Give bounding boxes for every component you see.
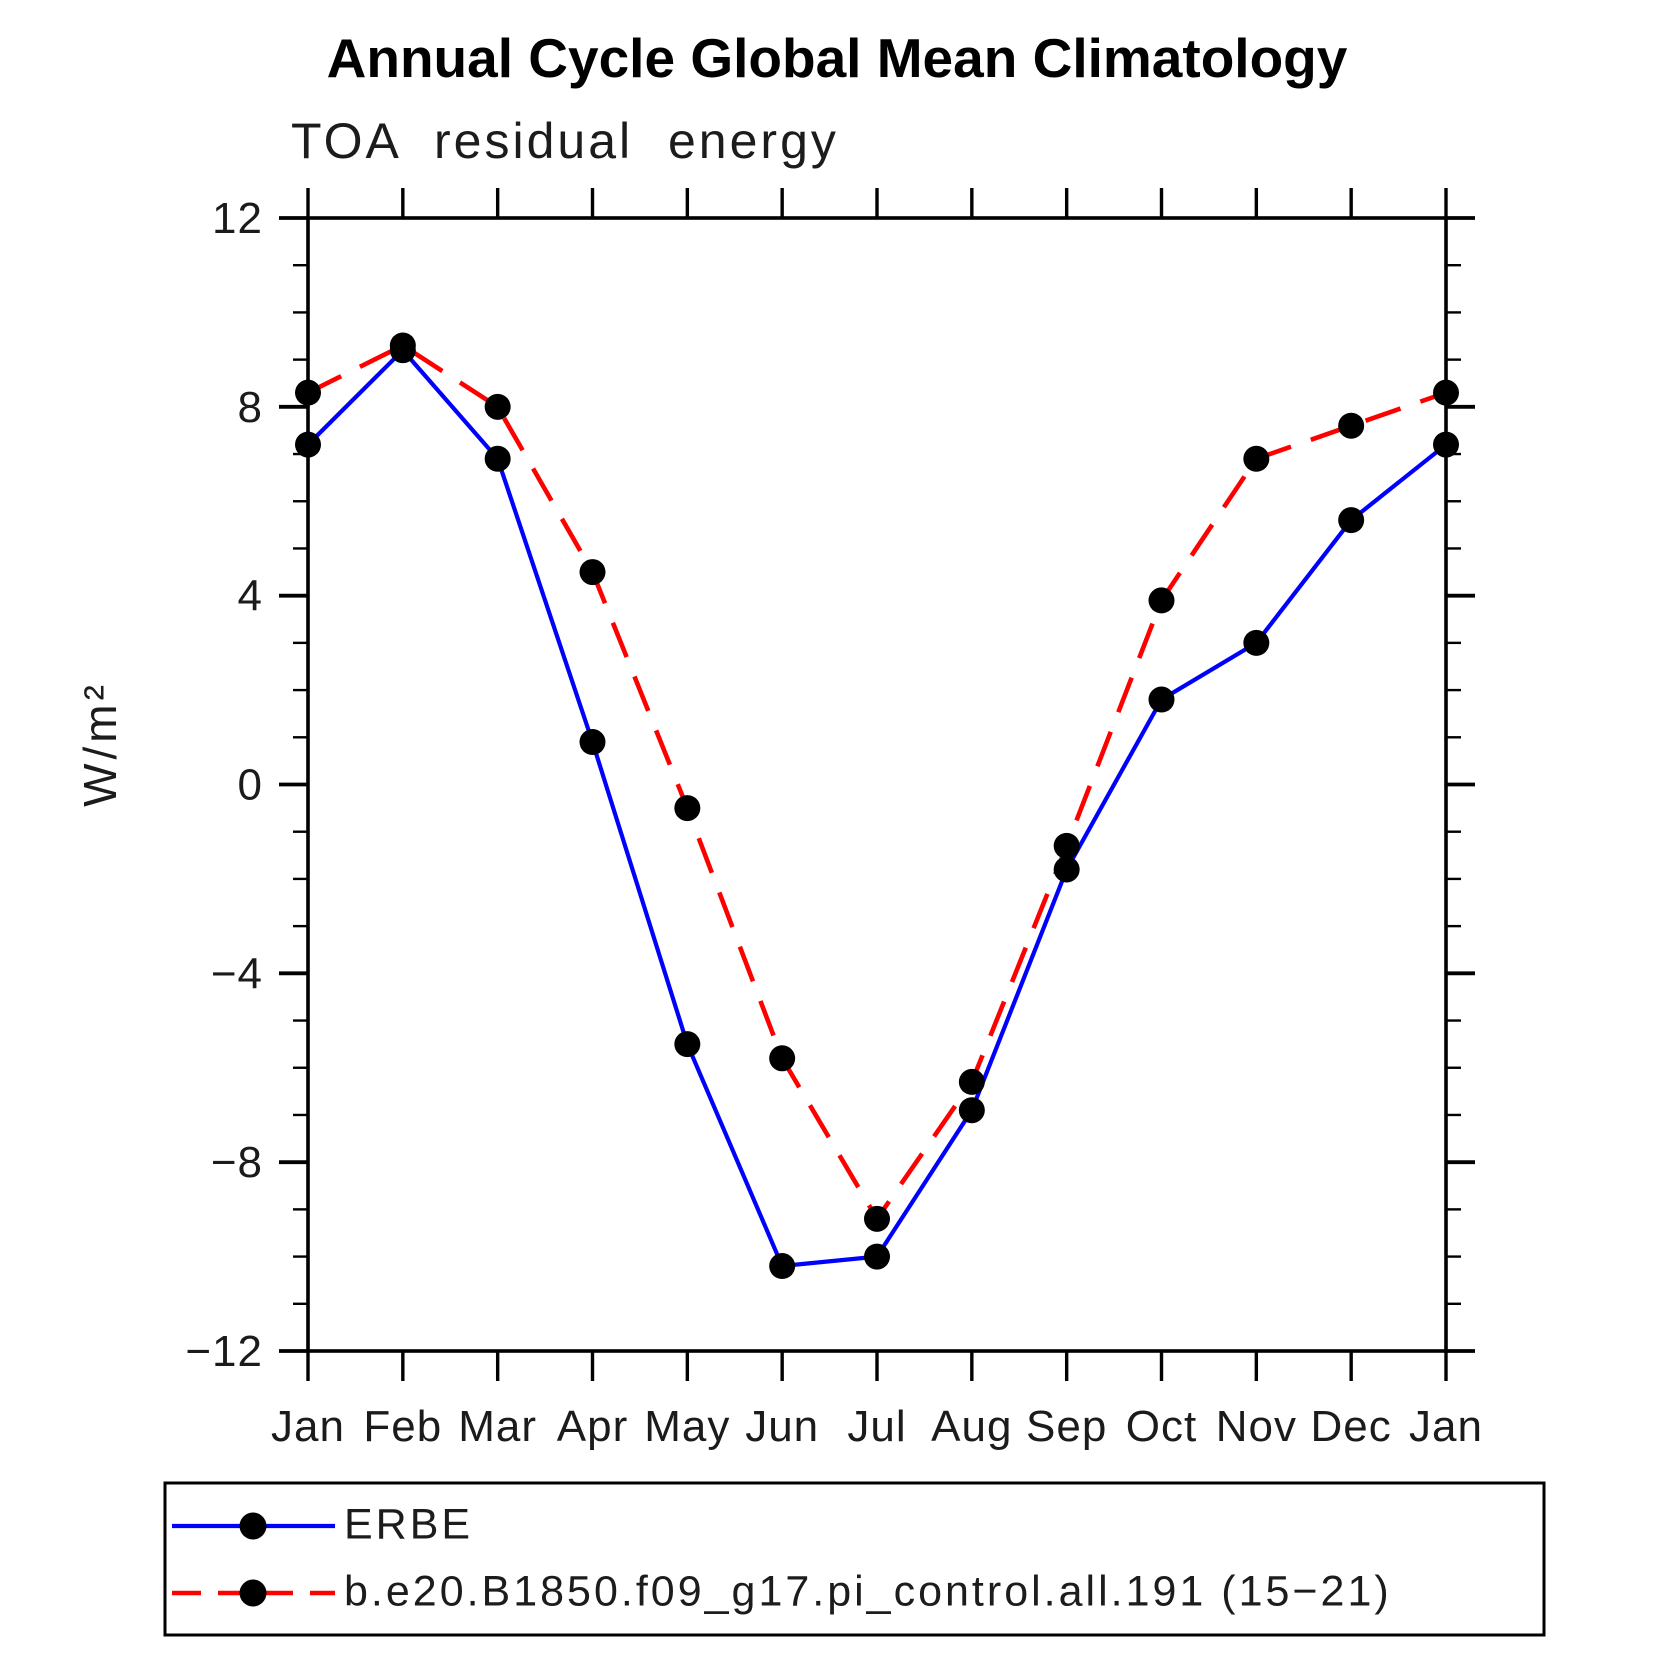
y-tick-label: −4 (211, 949, 263, 998)
x-tick-label: Apr (557, 1402, 628, 1451)
data-point (958, 1068, 985, 1095)
data-point (1243, 445, 1270, 472)
x-tick-label: Nov (1216, 1402, 1297, 1451)
data-point (1338, 412, 1365, 439)
data-point (579, 559, 606, 586)
data-point (864, 1205, 890, 1232)
data-point (864, 1243, 890, 1270)
data-point (1243, 629, 1270, 656)
legend-box (163, 1481, 1546, 1637)
x-tick-label: Feb (363, 1402, 442, 1451)
chart-title: Annual Cycle Global Mean Climatology (326, 27, 1348, 89)
x-tick-label: Aug (931, 1402, 1012, 1451)
x-tick-label: Oct (1126, 1402, 1197, 1451)
data-point (1148, 587, 1175, 614)
data-point (769, 1253, 796, 1280)
data-point (674, 795, 701, 822)
data-point (674, 1031, 701, 1058)
data-point (295, 379, 321, 406)
series-line-erbe (306, 347, 1448, 1269)
chart-subtitle: TOA residual energy (291, 113, 839, 169)
y-tick-label: 8 (238, 383, 263, 432)
y-tick-label: −8 (211, 1138, 263, 1187)
data-point (1148, 686, 1175, 713)
x-tick-label: Jun (745, 1402, 819, 1451)
x-tick-label: May (644, 1402, 730, 1451)
x-tick-label: Jul (847, 1402, 906, 1451)
x-tick-label: Jan (271, 1402, 345, 1451)
x-tick-label: Jan (1409, 1402, 1483, 1451)
legend-marker (239, 1579, 267, 1607)
data-point (484, 445, 511, 472)
legend-label-erbe: ERBE (344, 1500, 474, 1549)
y-axis-title: W/m² (74, 681, 126, 807)
data-point (1433, 431, 1459, 458)
x-tick-label: Sep (1026, 1402, 1107, 1451)
x-tick-label: Dec (1311, 1402, 1392, 1451)
series-line-model (306, 342, 1447, 1224)
data-point (1433, 379, 1459, 406)
legend-label-model: b.e20.B1850.f09_g17.pi_control.all.191 (… (344, 1567, 1392, 1616)
data-point (389, 332, 416, 359)
y-tick-label: 12 (212, 194, 263, 243)
y-tick-label: 4 (238, 572, 263, 621)
data-point (1338, 507, 1365, 534)
data-point (769, 1045, 796, 1072)
data-point (1053, 832, 1080, 859)
data-point (295, 431, 321, 458)
data-point (579, 729, 606, 756)
x-tick-label: Mar (458, 1402, 537, 1451)
data-point (1053, 856, 1080, 883)
y-tick-label: −12 (185, 1327, 263, 1376)
data-point (958, 1097, 985, 1124)
y-tick-label: 0 (238, 761, 263, 810)
data-point (484, 393, 511, 420)
legend-marker (239, 1512, 267, 1540)
plot-frame (306, 216, 1448, 1353)
